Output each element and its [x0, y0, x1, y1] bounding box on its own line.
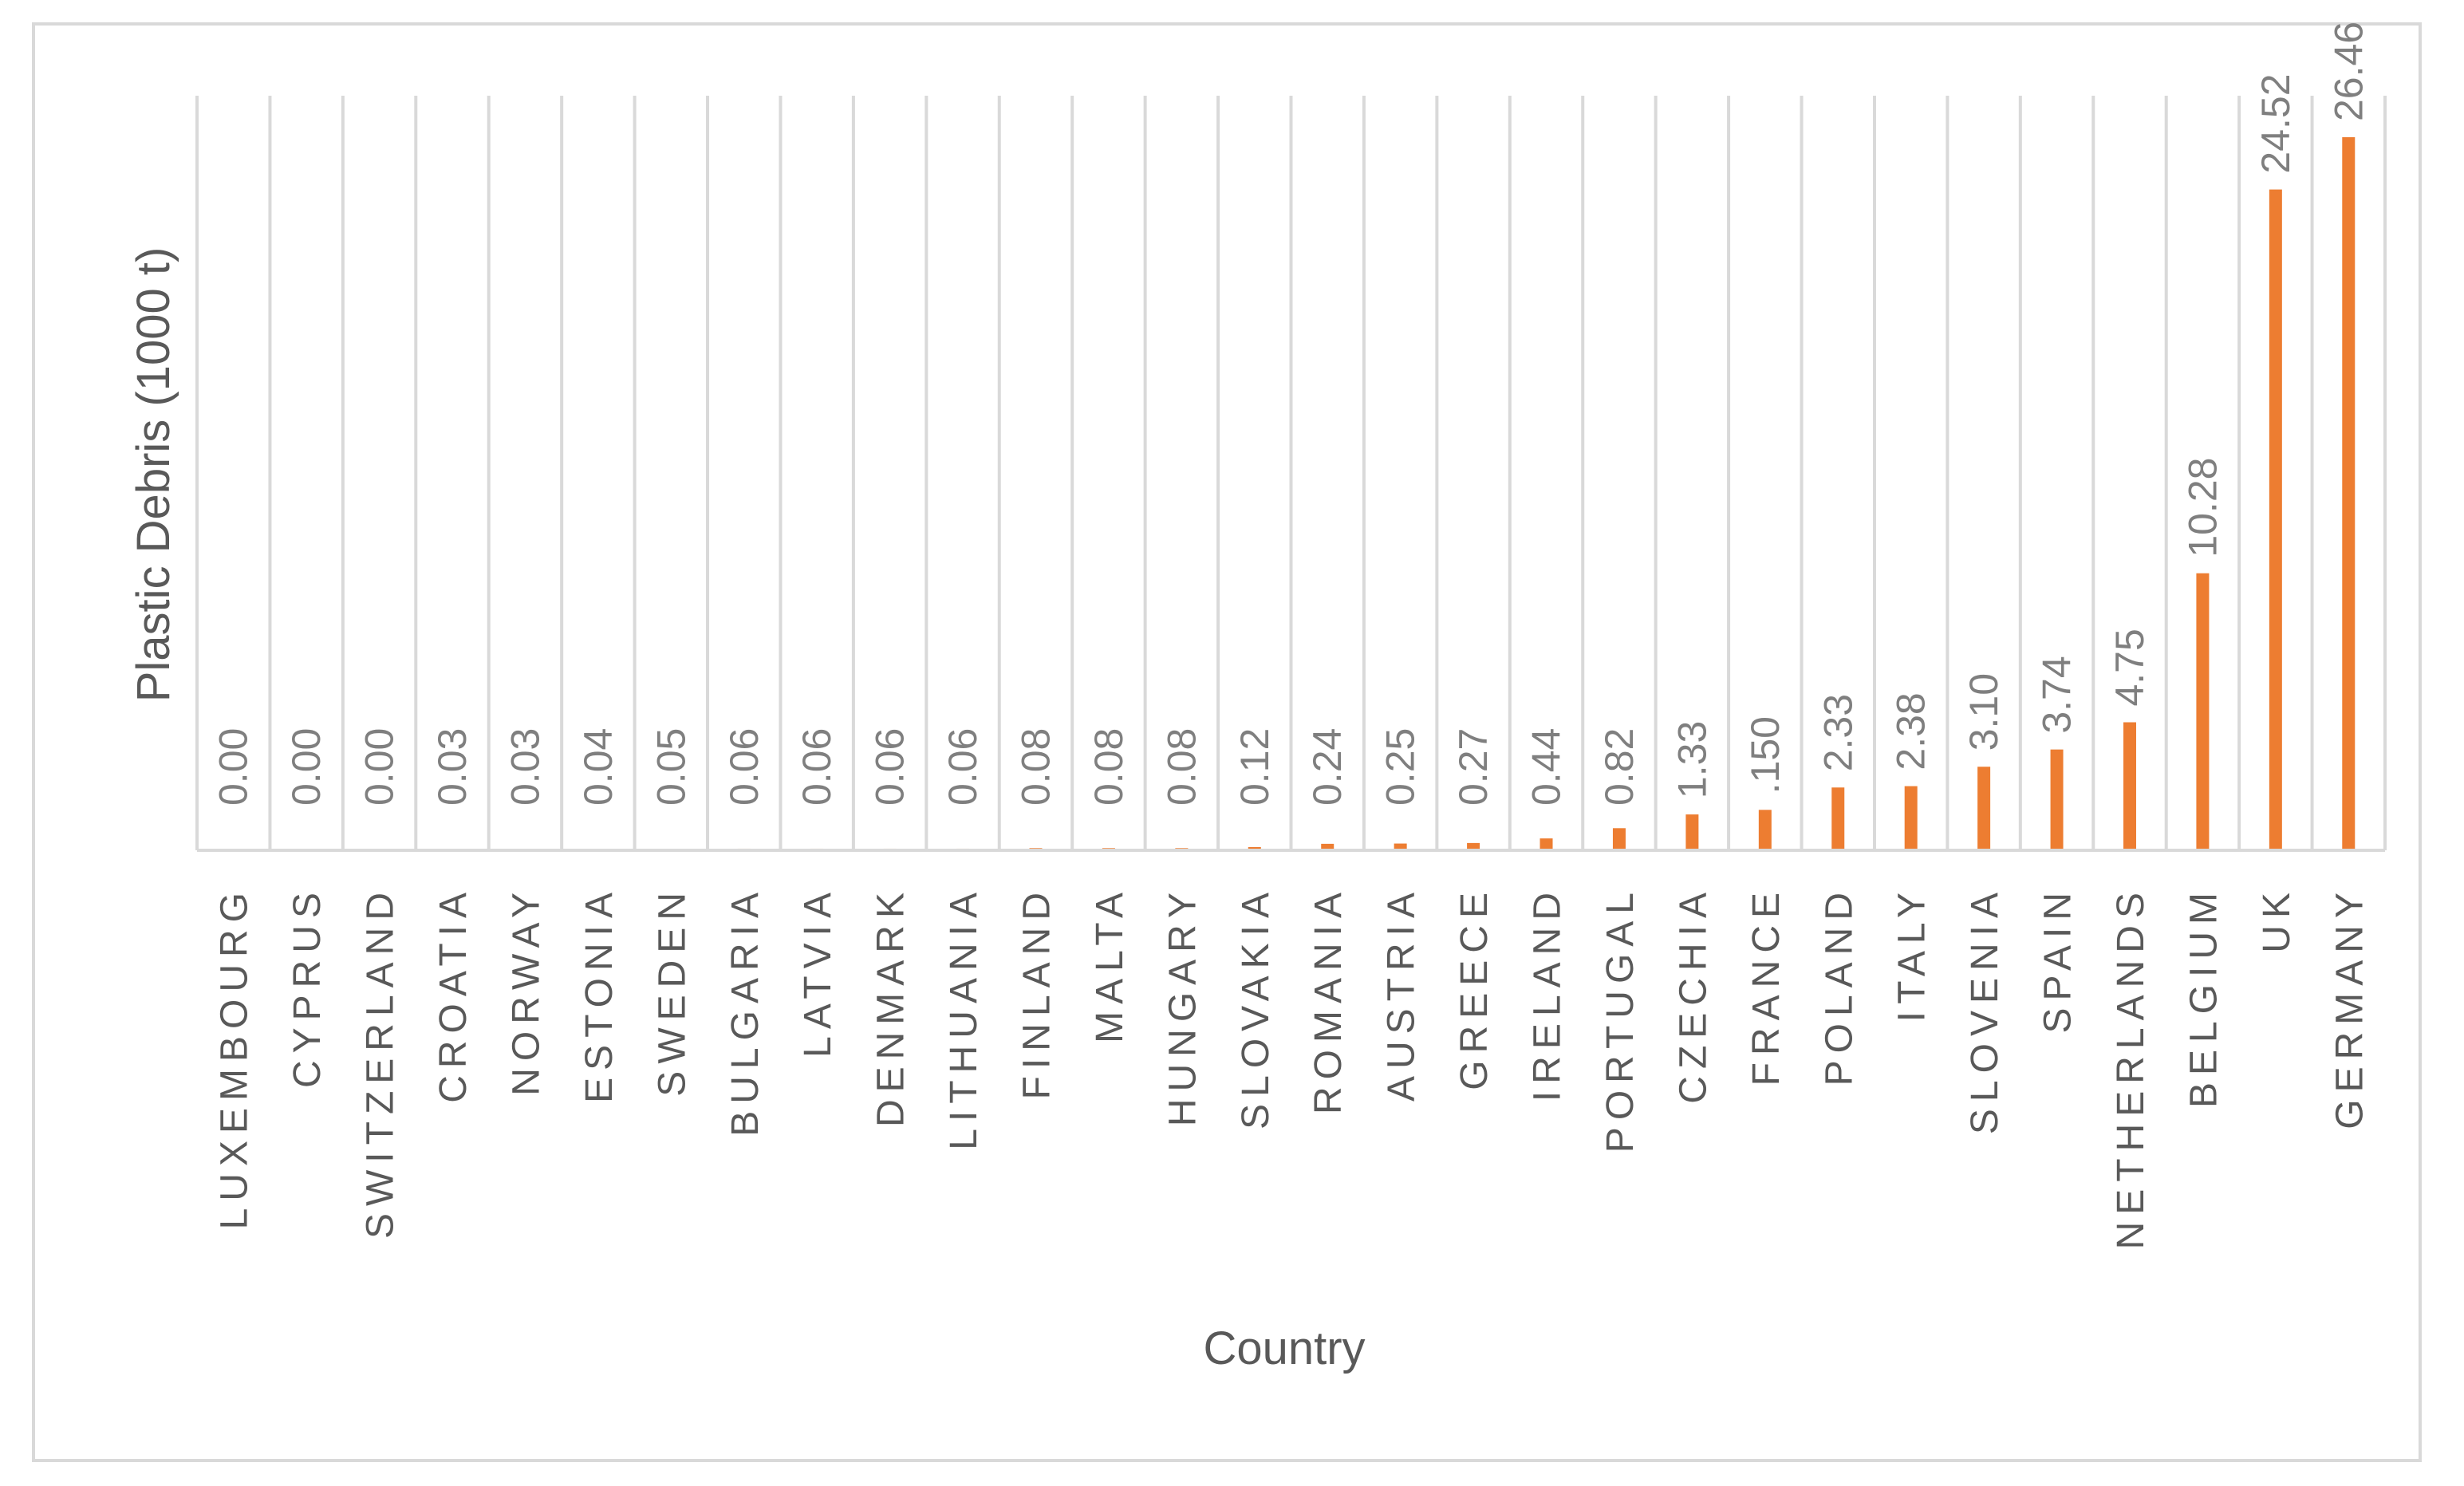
x-tick-label: ITALY	[1891, 885, 1934, 1022]
data-label: 0.03	[503, 728, 547, 806]
data-label: 0.00	[211, 728, 256, 806]
data-label: 0.00	[284, 728, 329, 806]
x-tick-label: CZECHIA	[1672, 885, 1714, 1104]
x-tick-label: LITHUANIA	[943, 885, 985, 1150]
x-tick-label: SWEDEN	[651, 885, 693, 1097]
bar	[1831, 787, 1845, 850]
bar	[2342, 137, 2356, 850]
data-label: 0.27	[1451, 728, 1496, 806]
x-tick-label: BULGARIA	[724, 885, 767, 1137]
data-label: 2.33	[1815, 694, 1860, 771]
x-tick-label: CROATIA	[432, 885, 475, 1103]
x-tick-label: SWITZERLAND	[360, 885, 402, 1239]
y-axis-title: Plastic Debris (1000 t)	[128, 247, 179, 703]
bar	[1612, 828, 1626, 850]
x-tick-label: ROMANIA	[1307, 885, 1350, 1114]
x-tick-label: FRANCE	[1745, 885, 1788, 1086]
x-tick-label: NETHERLANDS	[2110, 885, 2152, 1249]
data-label: 3.10	[1961, 673, 2006, 751]
data-label: 0.06	[794, 728, 839, 806]
x-tick-label: GERMANY	[2328, 885, 2371, 1129]
data-label: 2.38	[1889, 692, 1934, 770]
gridlines	[195, 96, 2387, 850]
x-tick-label: AUSTRIA	[1381, 885, 1423, 1102]
data-label: 0.08	[1086, 728, 1131, 806]
x-tick-label: POLAND	[1818, 885, 1860, 1086]
data-label: 0.82	[1597, 728, 1642, 806]
x-tick-label: IRELAND	[1527, 885, 1569, 1102]
chart-frame	[32, 22, 2422, 1462]
x-tick-label: SLOVAKIA	[1235, 885, 1277, 1129]
data-label: 4.75	[2107, 629, 2152, 706]
bar	[2123, 722, 2136, 850]
bar	[1758, 810, 1772, 850]
bar	[1321, 843, 1335, 850]
x-tick-label: BELGIUM	[2182, 885, 2225, 1108]
data-label: 0.04	[576, 728, 621, 806]
x-tick-label: LATVIA	[797, 885, 839, 1058]
bar	[1394, 843, 1407, 850]
data-label: 0.08	[1159, 728, 1204, 806]
data-label: 0.06	[940, 728, 985, 806]
x-axis-title: Country	[1203, 1322, 1365, 1374]
x-tick-label: FINLAND	[1015, 885, 1058, 1099]
x-tick-label: DENMARK	[870, 885, 913, 1127]
x-tick-label: ESTONIA	[578, 885, 621, 1103]
x-tick-label: NORWAY	[505, 885, 547, 1096]
data-label: 26.46	[2326, 22, 2371, 121]
x-tick-label: HUNGARY	[1161, 885, 1204, 1126]
data-label: 0.06	[868, 728, 913, 806]
data-label: 0.12	[1232, 728, 1277, 806]
bar	[2050, 749, 2064, 850]
bar	[2196, 573, 2210, 850]
data-label: 0.44	[1524, 728, 1569, 806]
data-label: 0.25	[1378, 728, 1423, 806]
data-label: 3.74	[2035, 656, 2080, 733]
data-label: 0.05	[649, 728, 693, 806]
data-labels: 0.00 0.00 0.00 0.03 0.03 0.04 0.05 0.06 0.06 0.06…	[211, 22, 2371, 806]
bar	[1685, 814, 1699, 850]
bar	[2269, 189, 2282, 850]
bars	[446, 137, 2356, 850]
data-label: 1.33	[1670, 721, 1714, 798]
x-tick-label: SPAIN	[2037, 885, 2080, 1033]
data-label: 0.24	[1305, 728, 1350, 806]
bar	[1248, 846, 1261, 850]
data-label: 24.52	[2253, 73, 2298, 173]
data-label: 0.00	[357, 728, 402, 806]
bar	[1540, 838, 1553, 850]
data-label: 10.28	[2180, 458, 2225, 558]
x-tick-labels: LUXEMBOURG CYPRUS SWITZERLAND CROATIA NORWAY…	[214, 885, 2371, 1249]
x-tick-label: SLOVENIA	[1964, 885, 2006, 1134]
bar	[1904, 786, 1918, 850]
bar	[1467, 842, 1480, 850]
data-label: 0.08	[1013, 728, 1058, 806]
x-tick-label: PORTUGAL	[1599, 885, 1642, 1153]
data-label: .150	[1743, 716, 1788, 794]
data-label: 0.03	[430, 728, 475, 806]
bar	[1977, 767, 1991, 850]
x-tick-label: UK	[2256, 885, 2298, 953]
data-label: 0.06	[722, 728, 767, 806]
x-tick-label: GREECE	[1453, 885, 1496, 1090]
x-tick-label: LUXEMBOURG	[214, 885, 256, 1229]
x-tick-label: CYPRUS	[286, 885, 329, 1088]
x-tick-label: MALTA	[1089, 885, 1131, 1043]
